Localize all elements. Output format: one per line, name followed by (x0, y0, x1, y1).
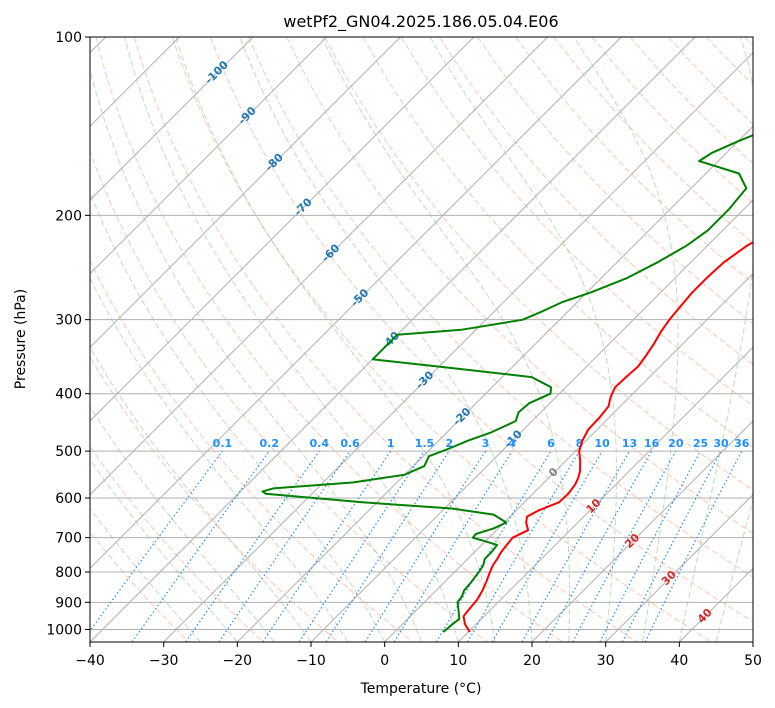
dry-adiabat (210, 37, 753, 623)
sounding-profiles (261, 134, 753, 633)
x-axis-label: Temperature (°C) (360, 681, 482, 697)
moist-adiabat (678, 37, 753, 642)
mixing-ratio-label: 0.1 (213, 437, 233, 450)
mixing-ratio-label: 4 (508, 437, 516, 450)
dewpoint-profile (261, 134, 753, 633)
x-axis: −40 −30 −20 −10 0 10 20 30 40 50 (75, 642, 762, 669)
moist-adiabat (321, 37, 571, 642)
y-tick-label: 200 (55, 208, 82, 224)
y-tick-label: 500 (55, 444, 82, 460)
isotherm (90, 37, 475, 422)
temperature-profile (462, 241, 753, 633)
y-tick-label: 1000 (46, 622, 82, 638)
x-tick-label: 40 (670, 653, 688, 669)
dry-adiabat (400, 37, 753, 407)
mixing-ratio-line (90, 450, 223, 632)
chart-title: wetPf2_GN04.2025.186.05.04.E06 (283, 12, 558, 32)
mixing-ratio-line (393, 450, 513, 642)
mixing-ratio-line (218, 450, 351, 642)
mixing-ratio-label: 1.5 (415, 437, 435, 450)
isotherm (90, 37, 549, 496)
isotherm (90, 37, 401, 349)
x-tick-label: 20 (523, 653, 541, 669)
isotherm (310, 199, 753, 642)
dry-adiabat (362, 37, 753, 449)
mixing-ratio-label: 13 (622, 437, 637, 450)
x-tick-label: −10 (296, 653, 326, 669)
moist-adiabat (90, 67, 422, 642)
x-tick-label: −20 (223, 653, 253, 669)
x-tick-label: 50 (744, 653, 762, 669)
dry-adiabat (90, 150, 488, 642)
dry-adiabat (90, 445, 264, 642)
x-tick-label: −30 (149, 653, 179, 669)
mixing-ratio-label: 25 (693, 437, 708, 450)
mixing-ratio-label: 0.2 (260, 437, 280, 450)
x-tick-label: 10 (449, 653, 467, 669)
mixing-ratio-line (325, 450, 450, 642)
isotherm (90, 37, 328, 275)
mixing-ratio-line (572, 450, 677, 642)
mixing-ratio-line (298, 450, 425, 642)
dry-adiabat (95, 37, 563, 642)
moist-adiabat (573, 37, 679, 642)
x-tick-label: 30 (597, 653, 615, 669)
mixing-ratio-label: 6 (547, 437, 555, 450)
mixing-ratio-labels: 0.1 0.2 0.4 0.6 1 1.5 2 3 4 6 8 10 13 16 20 25 30 36 (213, 437, 750, 450)
plot-frame (89, 36, 754, 643)
moist-adiabat (90, 507, 201, 642)
dry-adiabat (133, 37, 638, 642)
mixing-ratio-label: 10 (594, 437, 610, 450)
moist-adiabat (124, 37, 459, 642)
y-tick-label: 800 (55, 565, 82, 581)
moist-adiabat (239, 37, 533, 642)
y-tick-label: 300 (55, 313, 82, 329)
isotherm (90, 37, 254, 201)
mixing-ratio-label: 20 (668, 437, 684, 450)
x-tick-label: 0 (380, 653, 389, 669)
isotherm (605, 493, 753, 642)
moist-adiabat (90, 277, 349, 642)
mixing-ratio-label: 30 (713, 437, 729, 450)
moist-adiabat (90, 458, 238, 642)
mixing-ratio-line (644, 450, 743, 642)
mixing-ratio-label: 2 (445, 437, 453, 450)
mixing-ratio-label: 1 (387, 437, 395, 450)
mixing-ratio-label: 36 (734, 437, 750, 450)
mixing-ratio-label: 16 (644, 437, 660, 450)
moist-adiabat (175, 37, 496, 642)
isotherm (163, 51, 753, 642)
dry-adiabat (324, 37, 753, 491)
dry-adiabat (90, 356, 339, 642)
mixing-ratio-label: 8 (576, 437, 584, 450)
mixing-ratio-label: 3 (482, 437, 490, 450)
x-tick-label: −40 (75, 653, 105, 669)
isotherm (236, 125, 753, 642)
isotherm (90, 37, 622, 570)
y-tick-label: 700 (55, 531, 82, 547)
isotherm (457, 346, 753, 642)
y-tick-label: 900 (55, 595, 82, 611)
mixing-ratio-line (185, 450, 320, 642)
y-tick-label: 600 (55, 491, 82, 507)
mixing-ratio-label: 0.4 (310, 437, 330, 450)
moist-adiabat (429, 37, 617, 642)
mixing-ratio-line (131, 450, 270, 642)
plot-area: -100-90-80-70-60-50-40-30-20-10010203040… (90, 37, 753, 642)
y-tick-label: 100 (55, 30, 82, 46)
background-lines (90, 37, 753, 642)
mixing-ratio-label: 0.6 (340, 437, 360, 450)
mixing-ratio-line (545, 450, 653, 642)
y-tick-label: 400 (55, 387, 82, 403)
y-axis: 100 200 300 400 500 600 700 800 900 1000 (46, 30, 90, 638)
isotherm (531, 420, 753, 642)
mixing-ratio-line (521, 450, 631, 642)
dry-adiabat (248, 37, 753, 578)
dry-adiabat (286, 37, 753, 534)
mixing-ratio-line (262, 450, 392, 642)
y-axis-label: Pressure (hPa) (13, 289, 29, 389)
